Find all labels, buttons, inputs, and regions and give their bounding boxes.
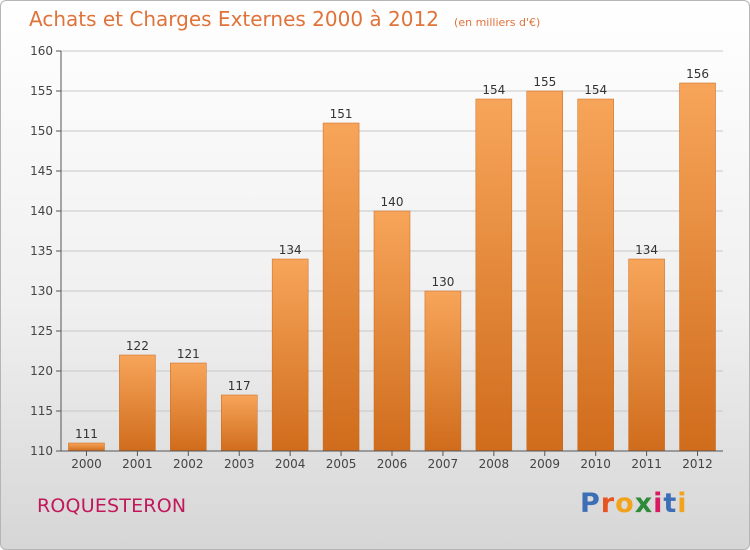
data-label: 140 — [381, 195, 404, 209]
x-tick-label: 2009 — [529, 457, 560, 471]
x-tick-labels: 2000 2001 2002 2003 2004 2005 2006 2007 2008 2009… — [71, 451, 713, 471]
y-tick-label: 135 — [30, 244, 53, 258]
title-row: Achats et Charges Externes 2000 à 2012 (… — [29, 7, 540, 31]
y-tick-label: 115 — [30, 404, 53, 418]
x-tick-label: 2005 — [326, 457, 357, 471]
y-tick-label: 155 — [30, 84, 53, 98]
bar — [679, 82, 716, 452]
proxiti-logo-letter: i — [653, 488, 664, 519]
x-tick-label: 2004 — [275, 457, 306, 471]
x-tick-label: 2011 — [631, 457, 662, 471]
x-tick-label: 2008 — [479, 457, 510, 471]
y-tick-label: 150 — [30, 124, 53, 138]
y-tick-label: 120 — [30, 364, 53, 378]
proxiti-logo[interactable]: Proxiti — [580, 488, 688, 519]
data-label: 155 — [533, 75, 556, 89]
proxiti-logo-letter: i — [677, 488, 688, 519]
place-name: ROQUESTERON — [37, 495, 187, 517]
y-tick-label: 125 — [30, 324, 53, 338]
y-tick-label: 130 — [30, 284, 53, 298]
x-tick-label: 2007 — [428, 457, 459, 471]
bar — [475, 98, 513, 452]
x-tick-label: 2006 — [377, 457, 408, 471]
data-label: 134 — [635, 243, 658, 257]
data-label: 134 — [279, 243, 302, 257]
proxiti-logo-letter: o — [615, 488, 635, 519]
bar — [526, 90, 564, 452]
bar — [170, 362, 207, 452]
y-tick-label: 145 — [30, 164, 53, 178]
data-label: 151 — [330, 107, 353, 121]
data-labels: 111 122 121 117 134 151 140 130 154 155 154 134 156 — [75, 67, 709, 441]
x-tick-label: 2003 — [224, 457, 255, 471]
bars — [68, 82, 716, 452]
proxiti-logo-letter: P — [580, 488, 601, 519]
chart-title: Achats et Charges Externes 2000 à 2012 — [29, 7, 439, 31]
data-label: 156 — [686, 67, 709, 81]
x-tick-label: 2000 — [71, 457, 102, 471]
x-tick-label: 2010 — [580, 457, 611, 471]
proxiti-logo-letter: t — [663, 488, 678, 519]
data-label: 111 — [75, 427, 98, 441]
data-label: 117 — [228, 379, 251, 393]
bar — [373, 210, 411, 452]
x-tick-label: 2001 — [122, 457, 153, 471]
x-tick-label: 2002 — [173, 457, 204, 471]
data-label: 154 — [482, 83, 505, 97]
y-tick-labels: 110 115 120 125 130 135 140 145 150 155 160 — [30, 44, 53, 458]
bar — [68, 442, 105, 452]
bar — [271, 258, 309, 452]
bar — [220, 394, 258, 452]
bar — [424, 290, 462, 452]
bar — [119, 354, 156, 452]
y-tick-label: 160 — [30, 44, 53, 58]
data-label: 122 — [126, 339, 149, 353]
chart-subtitle: (en milliers d'€) — [454, 16, 541, 29]
data-label: 154 — [584, 83, 607, 97]
data-label: 130 — [431, 275, 454, 289]
bar — [577, 98, 614, 452]
x-tick-label: 2012 — [682, 457, 713, 471]
bar — [628, 258, 665, 452]
proxiti-logo-letter: r — [600, 488, 616, 519]
bar — [322, 122, 360, 452]
y-tick-label: 110 — [30, 444, 53, 458]
proxiti-logo-letter: x — [634, 488, 654, 519]
data-label: 121 — [177, 347, 200, 361]
y-tick-label: 140 — [30, 204, 53, 218]
